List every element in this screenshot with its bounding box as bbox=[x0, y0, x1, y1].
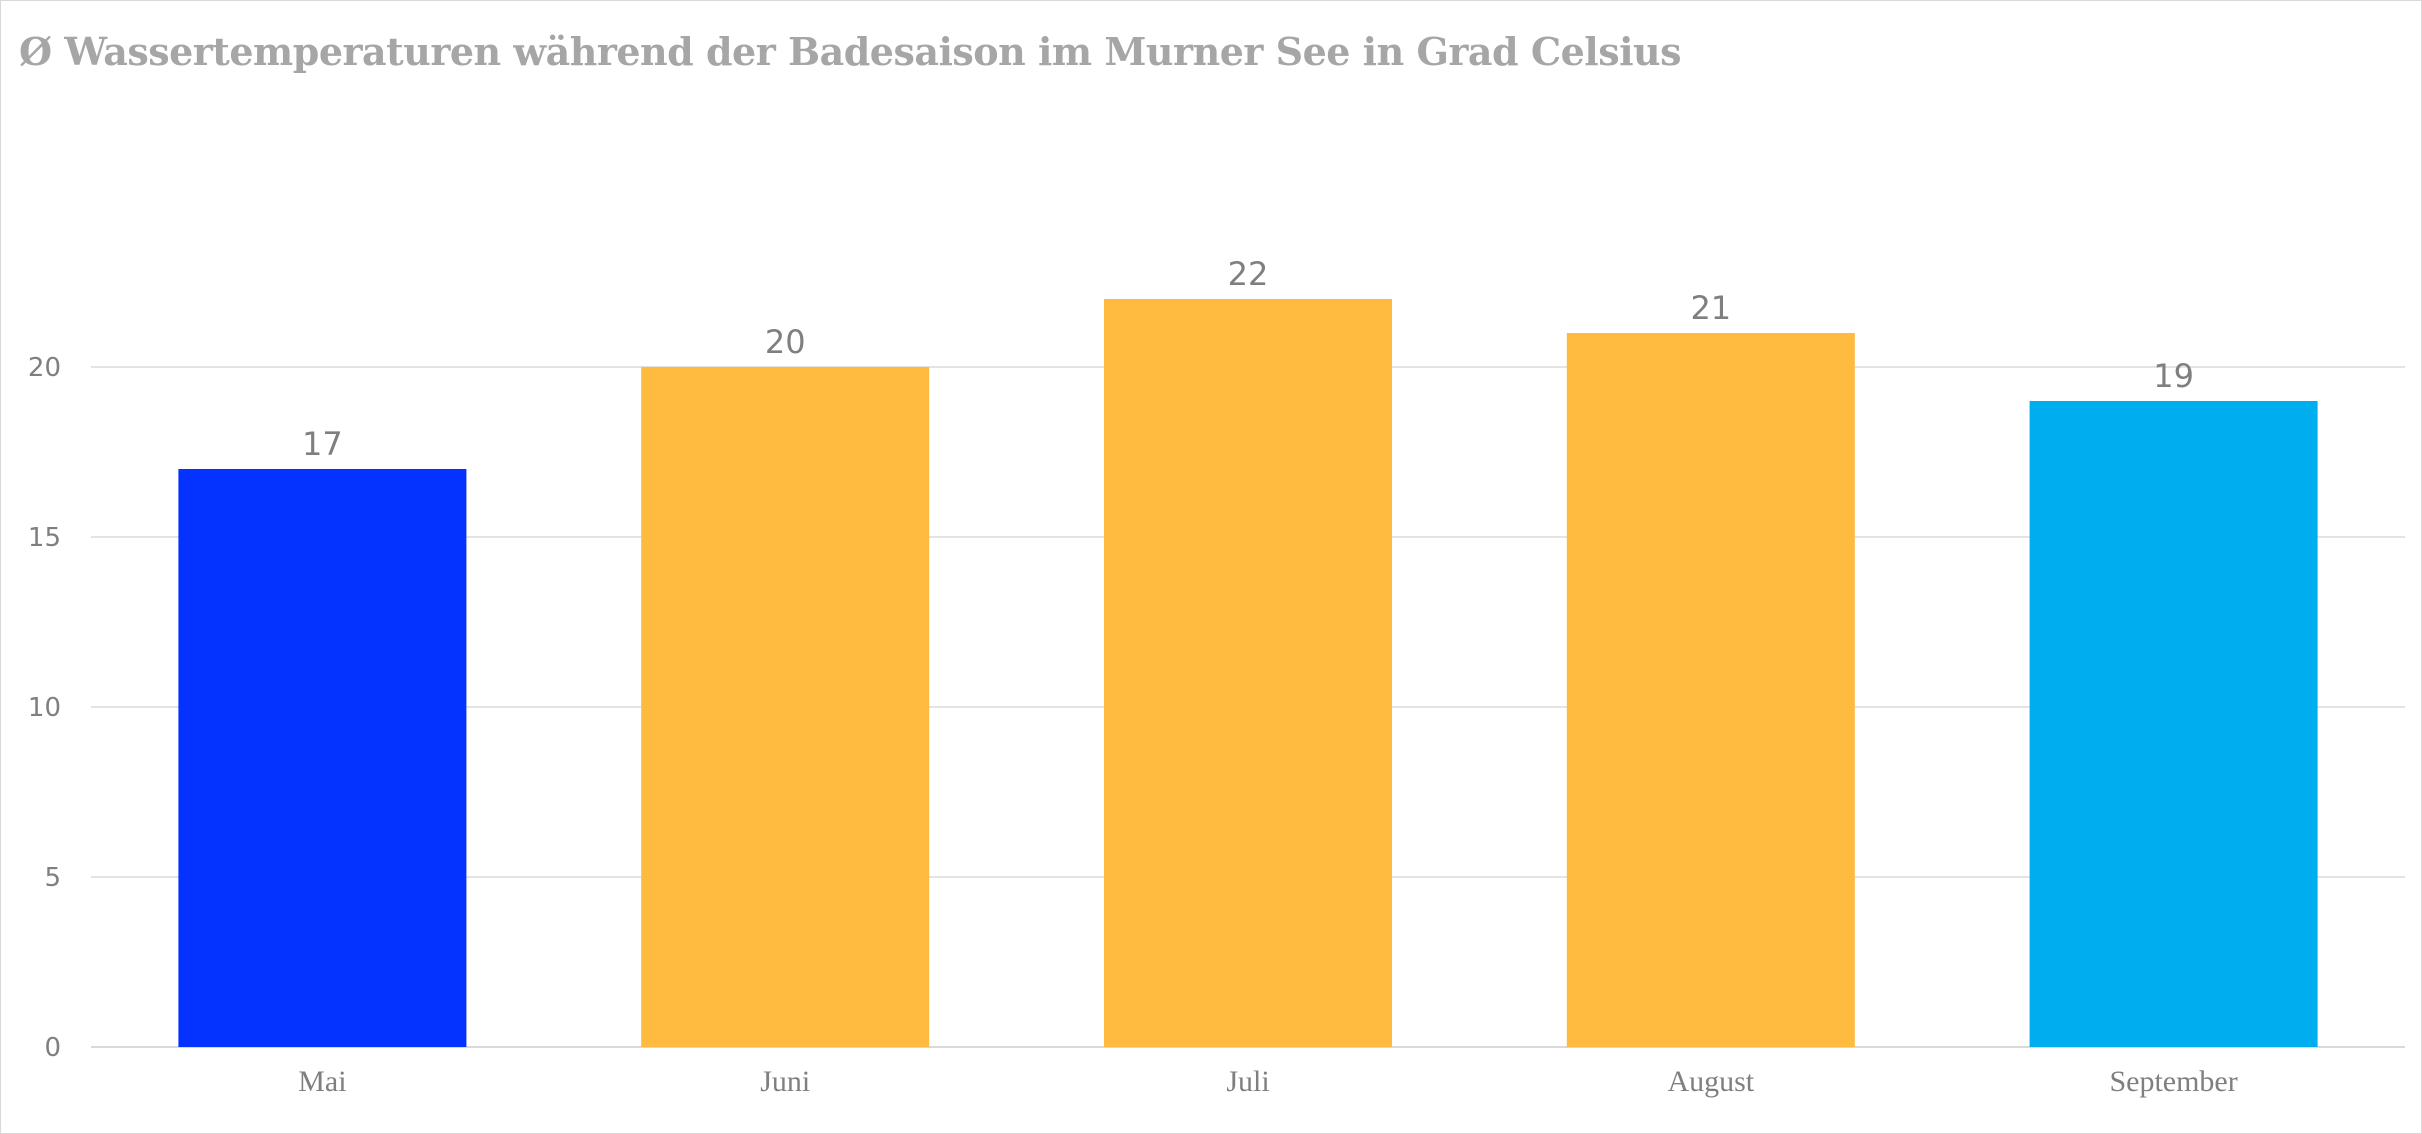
x-tick-label: Juni bbox=[760, 1065, 810, 1098]
data-label: 20 bbox=[765, 323, 806, 361]
data-label: 21 bbox=[1690, 289, 1731, 327]
y-tick-label: 10 bbox=[28, 693, 61, 723]
x-tick-label: Juli bbox=[1226, 1065, 1269, 1098]
data-label: 17 bbox=[302, 425, 343, 463]
data-label: 22 bbox=[1228, 255, 1269, 293]
bar-juli bbox=[1104, 299, 1392, 1047]
y-tick-label: 20 bbox=[28, 353, 61, 383]
bar-august bbox=[1566, 333, 1855, 1047]
bar-juni bbox=[641, 367, 930, 1047]
y-tick-label: 15 bbox=[28, 523, 61, 553]
chart-title: Ø Wassertemperaturen während der Badesai… bbox=[19, 29, 1682, 74]
x-tick-label: Mai bbox=[298, 1065, 346, 1098]
x-tick-label: August bbox=[1667, 1065, 1754, 1098]
data-label: 19 bbox=[2153, 357, 2194, 395]
y-tick-label: 0 bbox=[44, 1033, 61, 1063]
bar-mai bbox=[178, 469, 467, 1047]
y-tick-label: 5 bbox=[44, 863, 61, 893]
x-tick-label: September bbox=[2109, 1065, 2237, 1098]
bar-september bbox=[2029, 401, 2318, 1047]
